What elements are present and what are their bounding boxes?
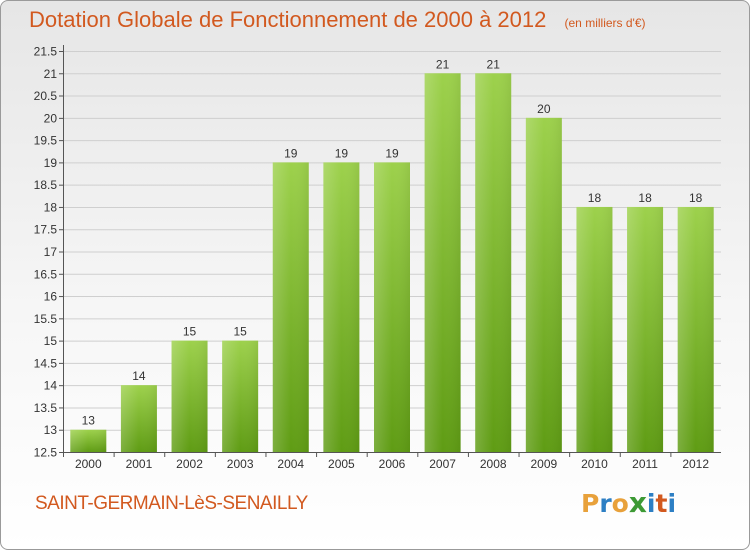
proxiti-logo: Proxiti	[581, 486, 676, 519]
bar-value-label: 15	[183, 325, 197, 339]
bar-shine	[323, 162, 360, 452]
y-tick-label: 16	[44, 290, 58, 304]
y-tick-label: 21	[44, 67, 58, 81]
y-tick-label: 19.5	[34, 134, 58, 148]
bar-shine	[424, 73, 461, 453]
x-tick-label: 2005	[328, 457, 355, 471]
bar-shine	[677, 206, 714, 452]
bar-value-label: 15	[233, 325, 247, 339]
chart-title-text: Dotation Globale de Fonctionnement de 20…	[29, 7, 547, 32]
x-tick-label: 2008	[480, 457, 507, 471]
y-tick-label: 13.5	[34, 401, 58, 415]
y-tick-label: 17	[44, 245, 58, 259]
y-tick-label: 13	[44, 423, 58, 437]
bar-shine	[272, 162, 309, 452]
chart-subtitle: (en milliers d'€)	[564, 16, 646, 30]
y-tick-label: 17.5	[34, 223, 58, 237]
x-tick-label: 2007	[429, 457, 456, 471]
bar-shine	[171, 340, 208, 452]
x-tick-label: 2006	[379, 457, 406, 471]
x-tick-label: 2009	[530, 457, 557, 471]
chart-title: Dotation Globale de Fonctionnement de 20…	[29, 7, 646, 33]
x-tick-label: 2012	[682, 457, 709, 471]
bar-value-label: 20	[537, 102, 551, 116]
bar-shine	[627, 206, 664, 452]
bar-value-label: 21	[436, 57, 450, 71]
axes-group: 12.5 13 13.5 14 14.5 15 15.5 16 16.5 17 17.5 18 18.5…	[34, 45, 721, 471]
commune-name: SAINT-GERMAIN-LèS-SENAILLY	[35, 493, 308, 514]
bars-group: 13 14 15 15 19 19 19 21 21 20 18 18 18	[70, 57, 714, 453]
x-tick-label: 2000	[75, 457, 102, 471]
y-tick-label: 12.5	[34, 446, 58, 460]
y-tick-label: 16.5	[34, 267, 58, 281]
x-tick-label: 2011	[632, 457, 658, 471]
bar-value-label: 18	[689, 191, 703, 205]
y-tick-label: 15	[44, 334, 58, 348]
bar-value-label: 21	[487, 57, 501, 71]
bar-value-label: 19	[284, 146, 298, 160]
bar-value-label: 18	[638, 191, 652, 205]
y-tick-label: 15.5	[34, 312, 58, 326]
bar-value-label: 19	[385, 146, 399, 160]
y-tick-label: 18.5	[34, 178, 58, 192]
svg-text:Proxiti: Proxiti	[581, 486, 676, 519]
bar-shine	[525, 117, 562, 452]
y-tick-label: 20.5	[34, 89, 58, 103]
y-tick-label: 21.5	[34, 45, 58, 59]
y-tick-label: 14	[44, 379, 58, 393]
y-tick-label: 18	[44, 200, 58, 214]
bar-value-label: 19	[335, 146, 349, 160]
x-tick-label: 2004	[277, 457, 304, 471]
bar-shine	[475, 73, 512, 453]
y-tick-label: 20	[44, 111, 58, 125]
y-tick-label: 19	[44, 156, 58, 170]
x-tick-label: 2010	[581, 457, 608, 471]
bar-value-label: 14	[132, 369, 146, 383]
bar-shine	[374, 162, 410, 452]
x-tick-label: 2001	[126, 457, 153, 471]
bar-shine	[70, 429, 107, 452]
bar-shine	[120, 385, 157, 452]
bar-shine	[576, 206, 613, 452]
x-tick-label: 2003	[227, 457, 254, 471]
bar-value-label: 18	[588, 191, 602, 205]
bar-shine	[222, 340, 259, 452]
y-tick-label: 14.5	[34, 356, 58, 370]
bar-value-label: 13	[82, 414, 96, 428]
x-tick-label: 2002	[176, 457, 203, 471]
